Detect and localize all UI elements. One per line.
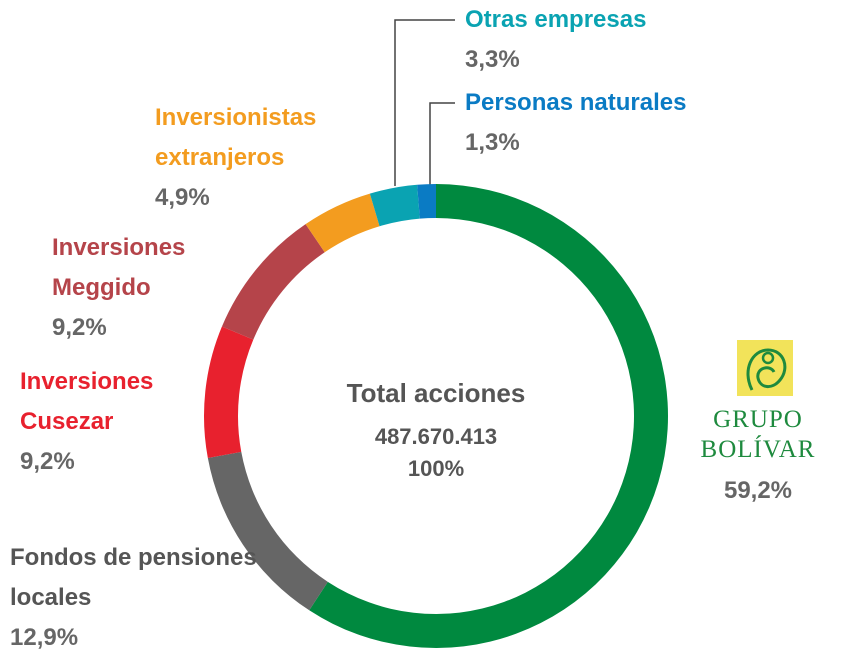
donut-segment [207, 451, 328, 611]
data-label: Personas naturales 1,3% [465, 83, 765, 163]
category-name: Fondos de pensiones locales [10, 544, 257, 611]
value-label: 12,9% [10, 624, 79, 651]
category-name: Inversionistas extranjeros [155, 104, 317, 171]
donut-segment [417, 184, 436, 219]
value-label: 59,2% [723, 477, 793, 504]
category-name: Otras empresas [465, 6, 647, 33]
center-title: Total acciones [346, 378, 526, 408]
donut-segment [369, 184, 420, 227]
donut-segment [221, 224, 325, 340]
data-label: Inversiones Cusezar 9,2% [20, 362, 200, 482]
donut-segment [204, 326, 254, 459]
data-label: Inversionistas extranjeros 4,9% [155, 98, 365, 218]
data-label: Inversiones Meggido 9,2% [52, 228, 232, 348]
category-name: Inversiones Cusezar [20, 368, 154, 435]
category-name: Inversiones Meggido [52, 234, 186, 301]
value-label: 4,9% [155, 184, 210, 211]
data-label: GRUPO BOLÍVAR 59,2% [688, 405, 828, 511]
category-name: Personas naturales [465, 89, 687, 116]
center-total: 487.670.413 [374, 424, 498, 449]
data-label: Otras empresas 3,3% [465, 0, 765, 80]
value-label: 1,3% [465, 129, 520, 156]
category-name: GRUPO BOLÍVAR [700, 406, 816, 463]
value-label: 9,2% [52, 314, 107, 341]
data-label: Fondos de pensiones locales 12,9% [10, 538, 280, 654]
leader-line [429, 102, 455, 186]
value-label: 3,3% [465, 46, 520, 73]
donut-segment [309, 184, 668, 648]
donut-segment [305, 193, 380, 253]
value-label: 9,2% [20, 448, 75, 475]
leader-line [394, 19, 455, 186]
center-percent: 100% [407, 456, 465, 481]
logo [737, 340, 793, 396]
